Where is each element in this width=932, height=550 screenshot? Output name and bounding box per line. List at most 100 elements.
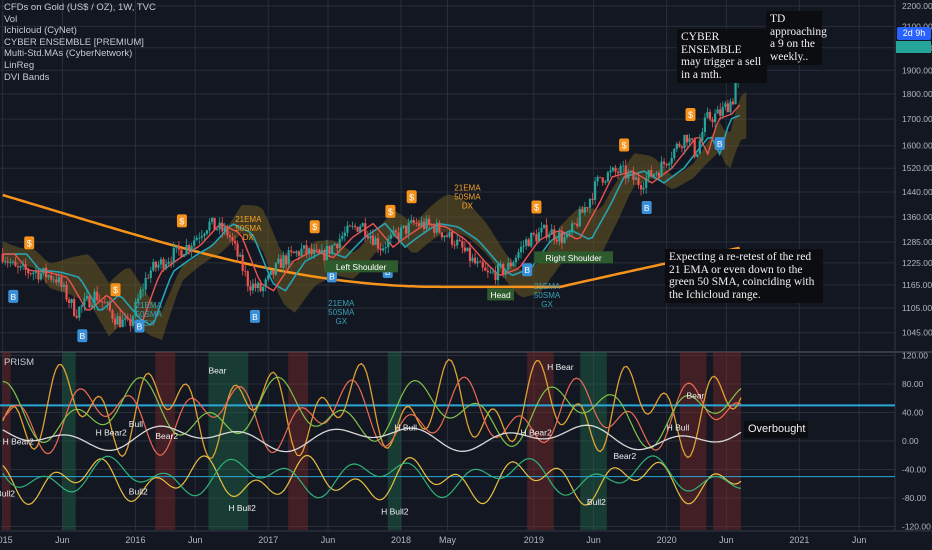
candle-body (565, 234, 569, 238)
legend-item-dvi-bands[interactable]: DVI Bands (4, 71, 50, 83)
y-tick-label: 1600.00 (902, 141, 932, 151)
candle-body (540, 228, 543, 233)
y-tick-label: 1700.00 (902, 114, 932, 124)
candle-body (678, 143, 681, 147)
candle-body (675, 143, 678, 150)
y-tick-label: 1225.00 (902, 258, 932, 268)
prism-y-tick-label: -80.00 (902, 493, 926, 503)
candle-body (430, 224, 433, 226)
sell-signal-label: $ (688, 110, 693, 120)
candle-body (218, 222, 221, 230)
candle-body (233, 240, 237, 244)
candle-body (553, 229, 556, 240)
candle-body (479, 261, 482, 263)
sell-signal-label: $ (388, 207, 393, 217)
prism-signal-label: Bull (129, 419, 143, 429)
ma-cross-label: 50SMA (136, 310, 163, 319)
candle-body (647, 170, 650, 178)
candle-body (246, 271, 249, 287)
candle-body (290, 250, 293, 252)
legend-symbol[interactable]: CFDs on Gold (US$ / OZ), 1W, TVC (4, 2, 156, 13)
candle-body (499, 264, 502, 265)
candle-body (714, 113, 717, 123)
prism-oscillator-4 (2, 424, 742, 453)
y-tick-label: 1285.00 (902, 237, 932, 247)
x-tick-label: 2019 (524, 535, 544, 545)
candle-body (417, 223, 420, 227)
candle-body (673, 149, 676, 159)
candle-body (157, 264, 160, 268)
prism-zone (713, 352, 741, 530)
candle-body (412, 219, 415, 223)
prism-zone (155, 352, 176, 530)
candle-body (88, 295, 91, 308)
candle-body (494, 271, 497, 281)
legend-item-multi-std-mas[interactable]: Multi-Std.MAs (CyberNetwork) (4, 48, 133, 60)
candle-body (384, 247, 387, 249)
candle-body (32, 272, 35, 275)
x-tick-label: 2016 (125, 535, 145, 545)
candle-body (302, 245, 306, 249)
x-tick-label: 2020 (657, 535, 677, 545)
candle-body (236, 243, 239, 257)
sell-signal-marker (685, 107, 696, 121)
prism-oscillator-2 (2, 376, 742, 456)
prism-signal-label: Bull2 (129, 486, 148, 496)
prism-signal-label: Bear2 (613, 451, 636, 461)
candle-body (588, 198, 592, 208)
candle-body (642, 187, 645, 190)
sell-signal-label: $ (27, 238, 32, 248)
prism-signal-label: H Bull (394, 422, 417, 432)
candle-body (330, 245, 334, 254)
candle-body (83, 298, 86, 306)
candle-body (655, 172, 658, 175)
candle-body (14, 261, 17, 267)
sell-signal-label: $ (113, 285, 118, 295)
y-tick-label: 2100.00 (902, 21, 932, 31)
candle-body (190, 245, 193, 251)
candle-body (267, 274, 270, 280)
candle-body (39, 273, 43, 280)
candle-body (473, 257, 477, 264)
candle-body (341, 235, 344, 239)
candle-body (251, 283, 255, 291)
candle-body (683, 134, 686, 149)
candle-body (277, 258, 280, 264)
candle-body (405, 225, 408, 234)
y-tick-label: 1165.00 (902, 280, 932, 290)
candle-body (203, 233, 206, 237)
candle-body (1, 254, 4, 262)
sell-signal-marker (309, 220, 320, 234)
candle-body (320, 250, 323, 254)
candle-body (489, 271, 492, 273)
candle-body (596, 176, 599, 182)
candle-body (507, 262, 510, 270)
candle-body (397, 232, 400, 240)
candle-body (366, 235, 369, 239)
prism-title[interactable]: PRISM (4, 357, 35, 368)
candle-body (471, 257, 474, 262)
x-tick-label: Jun (55, 535, 70, 545)
candle-body (180, 249, 183, 257)
candle-body (272, 270, 275, 275)
countdown-badge: 2d 9h (897, 27, 931, 40)
candle-body (164, 263, 168, 269)
legend-item-ichicloud[interactable]: Ichicloud (CyNet) (4, 25, 77, 37)
legend-item-vol[interactable]: Vol (4, 13, 18, 25)
candle-body (307, 248, 311, 254)
ma-cross-label: GX (143, 319, 155, 328)
prism-signal-label: Bear (208, 365, 226, 375)
legend-item-cyber-ensemble[interactable]: CYBER ENSEMBLE [PREMIUM] (4, 36, 144, 48)
candle-body (144, 277, 147, 290)
candle-body (300, 248, 303, 256)
note-overbought: Overbought (744, 421, 808, 438)
candle-body (726, 103, 729, 113)
candle-body (443, 235, 446, 238)
legend-item-linreg[interactable]: LinReg (4, 59, 35, 71)
candle-body (24, 264, 27, 270)
candle-body (458, 239, 461, 241)
candle-body (131, 316, 134, 326)
candle-body (578, 209, 581, 227)
candle-body (297, 251, 300, 256)
candle-body (374, 238, 377, 245)
